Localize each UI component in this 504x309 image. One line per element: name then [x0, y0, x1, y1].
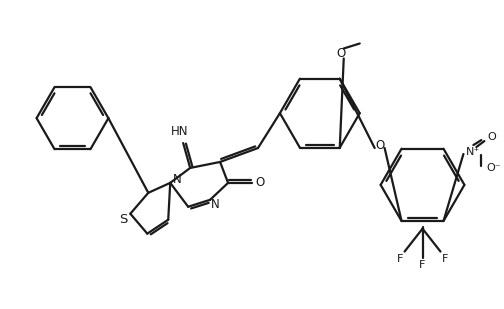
Text: N: N [211, 198, 219, 211]
Text: O: O [256, 176, 265, 189]
Text: N: N [173, 173, 181, 186]
Text: HN: HN [170, 125, 188, 138]
Text: S: S [119, 213, 128, 226]
Text: O⁻: O⁻ [486, 163, 500, 173]
Text: O: O [487, 132, 496, 142]
Text: N⁺: N⁺ [466, 147, 480, 157]
Text: F: F [397, 253, 403, 264]
Text: O: O [336, 47, 345, 60]
Text: F: F [419, 260, 426, 270]
Text: O: O [375, 138, 384, 151]
Text: F: F [443, 253, 449, 264]
